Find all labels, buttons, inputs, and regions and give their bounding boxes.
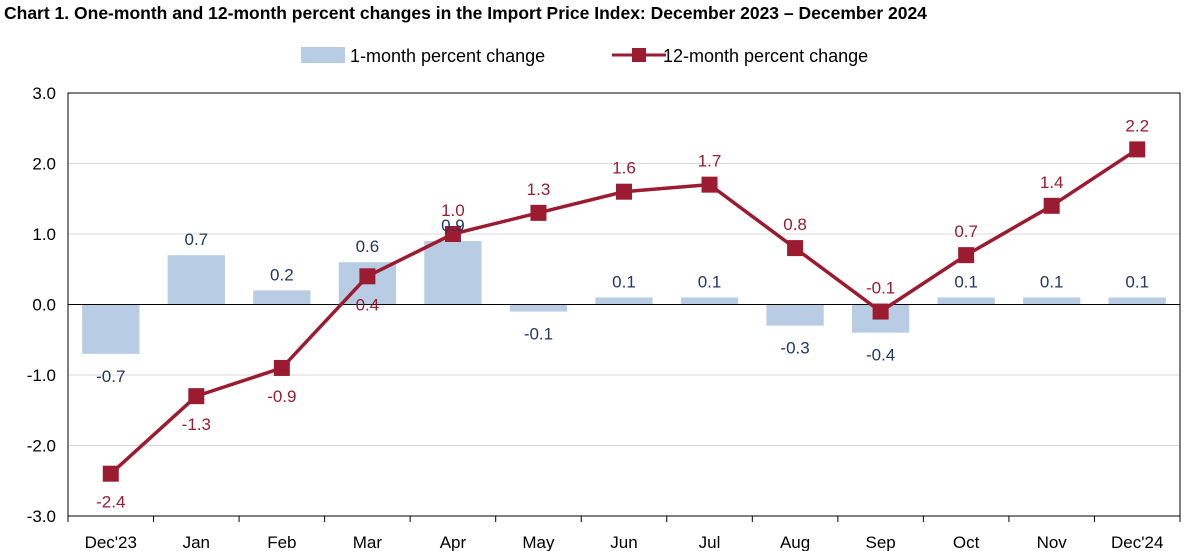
x-tick-label: Sep <box>865 533 895 551</box>
x-tick-label: Jan <box>183 533 210 551</box>
x-tick-label: Aug <box>780 533 810 551</box>
x-axis-ticks: Dec'23 Jan Feb Mar Apr May Jun Jul Aug Sep Oct Nov D… <box>67 516 1181 551</box>
bar-data-label: 0.6 <box>356 237 380 256</box>
bar <box>766 304 824 326</box>
line-data-label: 1.4 <box>1040 173 1064 192</box>
x-tick-label: May <box>522 533 555 551</box>
legend-swatch-1-month <box>301 47 345 63</box>
line-data-label: -0.1 <box>866 279 895 298</box>
bar-data-label: 0.1 <box>698 272 722 291</box>
line-marker <box>701 176 718 193</box>
y-tick-label: 1.0 <box>32 225 56 244</box>
bar <box>253 290 311 305</box>
bar-data-label: 0.1 <box>612 272 636 291</box>
y-tick-label: 2.0 <box>32 155 56 174</box>
line-data-label: 1.3 <box>527 180 551 199</box>
chart-title: Chart 1. One-month and 12-month percent … <box>4 3 927 23</box>
legend-label-12-month: 12-month percent change <box>663 46 868 66</box>
data-labels: -0.7 0.7 0.2 0.6 0.9 -0.1 0.1 0.1 -0.3 -0.4 0.1 0.1… <box>96 116 1149 511</box>
bar <box>680 297 739 305</box>
bar-data-label: 0.9 <box>441 216 465 235</box>
line-marker <box>188 388 205 405</box>
line-marker <box>102 465 119 482</box>
line-series <box>102 141 1146 482</box>
bar-data-label: 0.2 <box>270 265 294 284</box>
x-tick-label: Feb <box>267 533 296 551</box>
x-tick-label: Nov <box>1037 533 1068 551</box>
line-marker <box>1043 197 1060 214</box>
bar-data-label: -0.3 <box>780 339 809 358</box>
legend-swatch-12-month-marker <box>632 48 646 62</box>
line-data-label: 0.4 <box>356 295 380 314</box>
bar <box>424 241 482 305</box>
y-tick-label: 0.0 <box>32 296 56 315</box>
line-marker <box>273 359 290 376</box>
bar-data-label: -0.4 <box>866 346 895 365</box>
bar <box>1108 297 1166 305</box>
y-tick-label: 3.0 <box>32 84 56 103</box>
y-axis-ticks: 3.0 2.0 1.0 0.0 -1.0 -2.0 -3.0 <box>27 84 56 526</box>
line-marker <box>530 204 547 221</box>
line-data-label: 1.6 <box>612 159 636 178</box>
line-data-label: -2.4 <box>96 493 125 512</box>
line-marker <box>359 268 376 285</box>
bar-data-label: -0.1 <box>524 325 553 344</box>
y-tick-label: -3.0 <box>27 507 56 526</box>
bar <box>509 304 568 312</box>
line-data-label: 1.0 <box>441 201 465 220</box>
line-marker <box>872 303 889 320</box>
x-tick-label: Mar <box>353 533 383 551</box>
bar <box>82 304 140 354</box>
line-marker <box>1129 141 1146 158</box>
x-tick-label: Dec'24 <box>1111 533 1163 551</box>
bar-data-label: 0.1 <box>1040 272 1064 291</box>
line-marker <box>958 247 975 264</box>
bar-series <box>82 241 1166 354</box>
bar-data-label: 0.1 <box>1125 272 1149 291</box>
line-marker <box>787 240 804 257</box>
line-data-label: 1.7 <box>698 152 722 171</box>
bar <box>167 255 225 305</box>
axes <box>67 92 1181 517</box>
line-marker <box>444 226 461 242</box>
line-data-label: 0.7 <box>954 222 978 241</box>
line-data-label: 2.2 <box>1125 116 1149 135</box>
line-data-label: -1.3 <box>182 415 211 434</box>
bar-data-label: -0.7 <box>96 367 125 386</box>
line-data-label: -0.9 <box>267 387 296 406</box>
bar-data-label: 0.1 <box>954 272 978 291</box>
line-data-label: 0.8 <box>783 215 807 234</box>
legend: 1-month percent change 12-month percent … <box>301 46 868 66</box>
x-tick-label: Dec'23 <box>85 533 137 551</box>
y-tick-label: -2.0 <box>27 437 56 456</box>
line-marker <box>616 183 632 200</box>
bar <box>937 297 995 305</box>
x-tick-label: Jun <box>610 533 637 551</box>
x-tick-label: Apr <box>440 533 467 551</box>
x-tick-label: Oct <box>953 533 980 551</box>
legend-label-1-month: 1-month percent change <box>350 46 545 66</box>
bar-data-label: 0.7 <box>184 230 208 249</box>
bar <box>1023 297 1081 305</box>
bar <box>595 297 653 305</box>
x-tick-label: Jul <box>699 533 721 551</box>
y-tick-label: -1.0 <box>27 366 56 385</box>
